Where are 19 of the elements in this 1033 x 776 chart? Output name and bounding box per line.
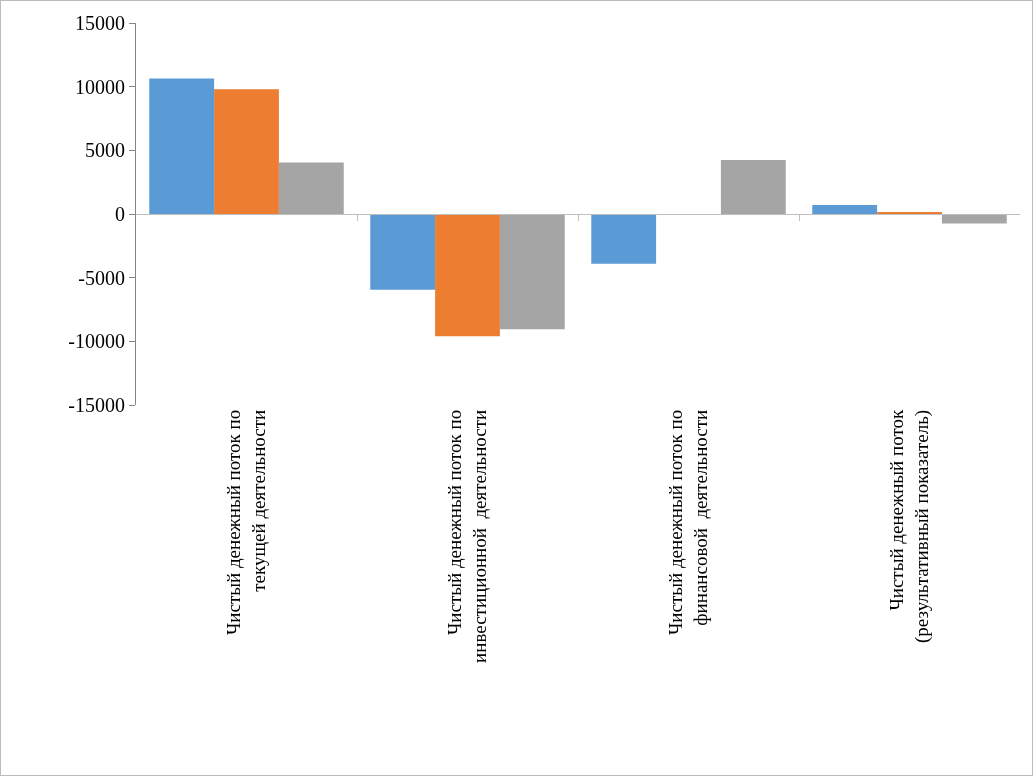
y-tick-label: -5000 bbox=[78, 266, 125, 289]
y-tick-label: 10000 bbox=[75, 75, 125, 98]
bar bbox=[278, 162, 344, 214]
bar bbox=[591, 214, 657, 264]
bar bbox=[214, 89, 279, 214]
bar bbox=[149, 78, 215, 214]
bar bbox=[499, 214, 565, 330]
bar bbox=[941, 214, 1007, 224]
bar bbox=[435, 214, 500, 337]
bar bbox=[720, 159, 786, 214]
y-tick-label: -10000 bbox=[68, 330, 125, 353]
x-tick-label: Чистый денежный поток (результативный показатель) bbox=[886, 409, 934, 643]
bar bbox=[370, 214, 436, 290]
y-tick-label: -15000 bbox=[68, 394, 125, 416]
y-tick-label: 5000 bbox=[85, 139, 125, 162]
y-tick-label: 15000 bbox=[75, 12, 125, 34]
y-tick-label: 0 bbox=[115, 203, 125, 225]
bar bbox=[812, 205, 878, 214]
x-tick-label: Чистый денежный поток по текущей деятельности bbox=[223, 409, 270, 636]
